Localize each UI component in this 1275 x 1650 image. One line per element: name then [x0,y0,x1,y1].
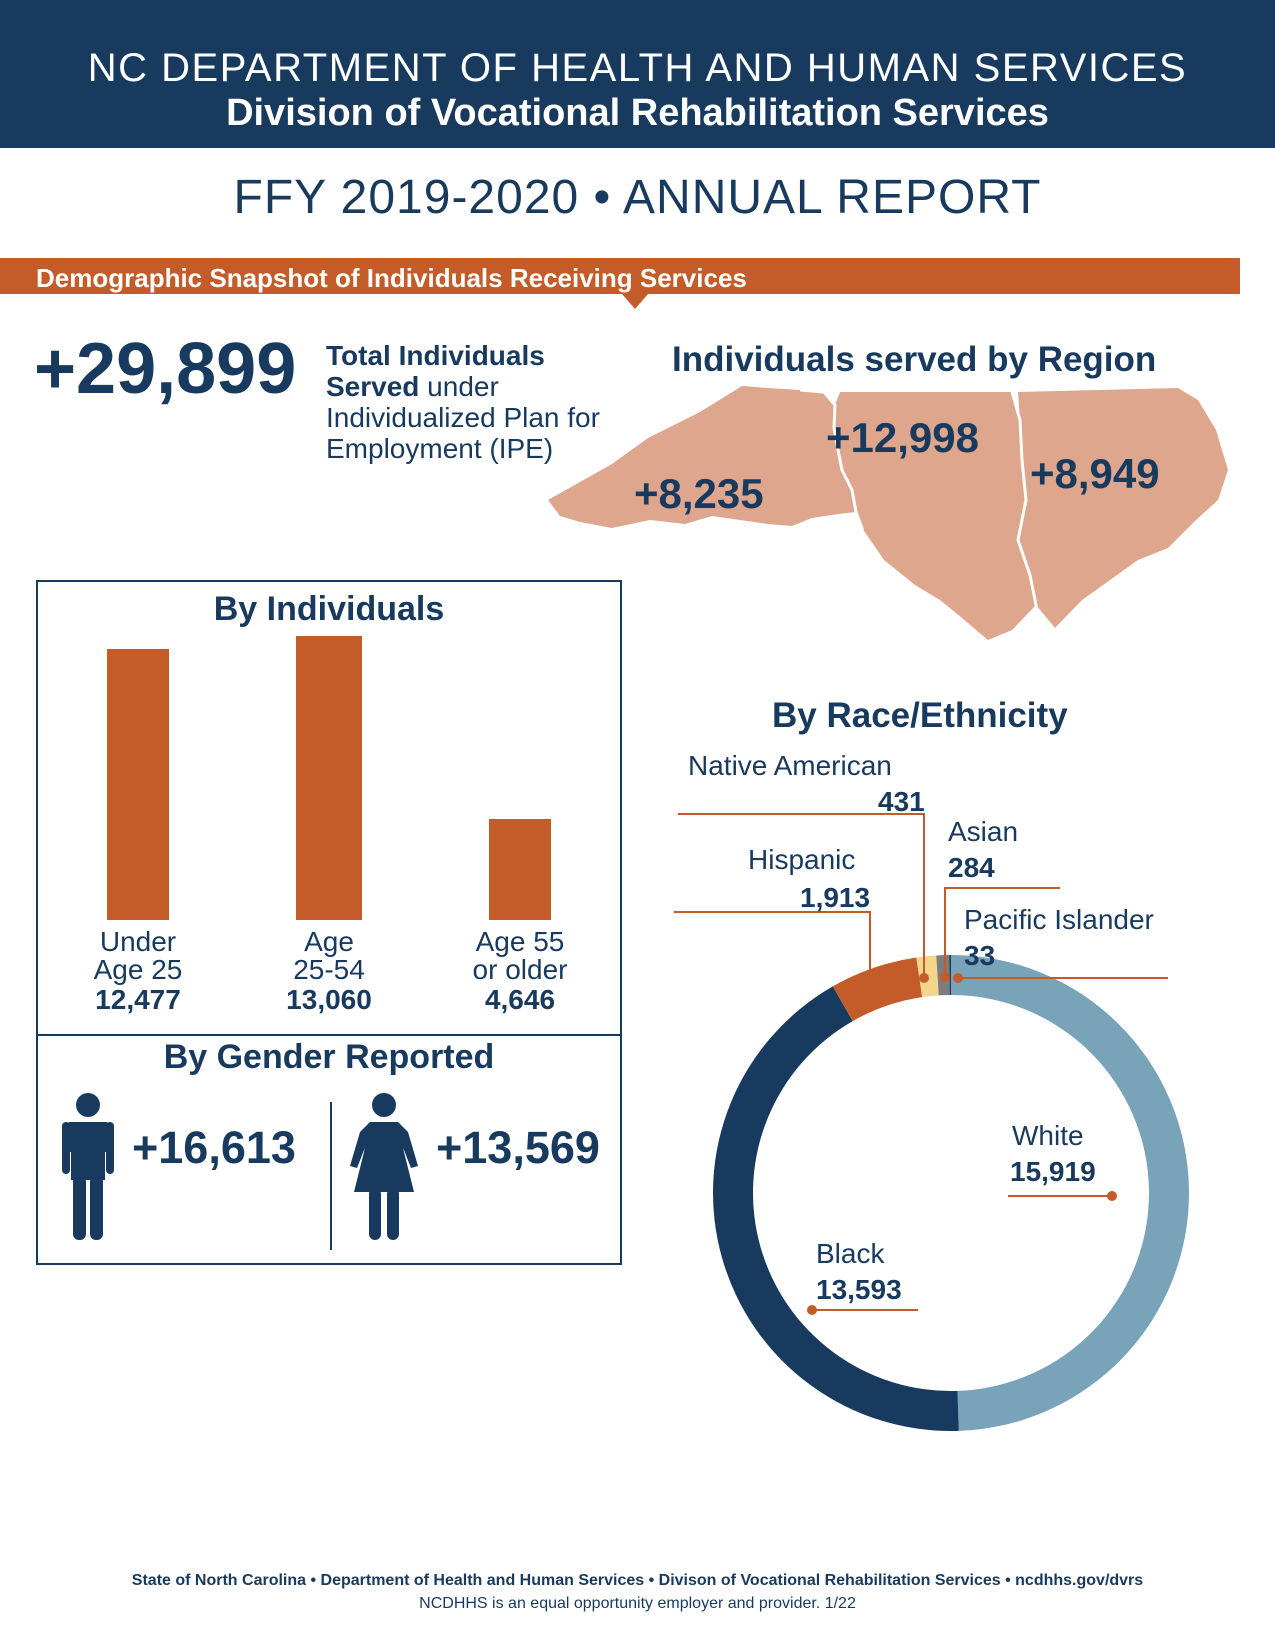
total-individuals-value: +29,899 [34,329,297,409]
race-label-white: White [1012,1120,1084,1151]
race-donut-chart [674,813,1189,1431]
donut-slice-hispanic [832,957,923,1022]
footer-line-1: State of North Carolina • Department of … [131,1572,1144,1589]
race-value-white: 15,919 [1010,1156,1096,1187]
individuals-gender-panel [36,580,622,1265]
total-desc-rest: under Individualized Plan for Employment… [326,371,600,464]
callout-asian [944,887,1060,977]
banner-pointer [622,294,648,309]
region-east-value: +8,949 [1030,450,1160,497]
male-person-icon [62,1093,114,1240]
age-bar-label-3-line-1: Age 55 [475,926,565,957]
footer-line-2: NCDHHS is an equal opportunity employer … [419,1595,856,1612]
region-central-value: +12,998 [826,414,979,461]
region-east-shape [1018,388,1228,628]
total-desc-bold: Total Individuals Served [326,340,545,402]
gender-title: By Gender Reported [163,1038,495,1076]
race-label-hispanic: Hispanic [748,844,856,875]
race-value-hispanic: 1,913 [800,882,871,913]
age-bar-value-1: 12,477 [95,984,181,1015]
age-bar-label-2-line-2: 25-54 [293,954,365,985]
race-label-black: Black [816,1238,885,1269]
race-value-pacific-islander: 33 [964,940,996,971]
callout-lines [674,813,1168,1315]
gender-separator [330,1102,332,1250]
age-bar-1 [107,648,169,920]
region-border-west-central [799,388,868,561]
age-bar-3 [489,818,551,920]
region-west-shape [548,386,856,528]
region-chart-title: Individuals served by Region [672,340,1157,379]
donut-slice-black [713,986,959,1431]
race-chart-title: By Race/Ethnicity [772,696,1068,735]
age-bar-value-3: 4,646 [484,984,556,1015]
female-person-icon [350,1093,418,1240]
age-chart-title: By Individuals [213,590,445,628]
donut-slice-white [951,955,1189,1431]
nc-region-map [548,386,1228,640]
race-value-asian: 284 [948,852,995,883]
header-bar: NC DEPARTMENT OF HEALTH AND HUMAN SERVIC… [0,0,1275,148]
region-west-value: +8,235 [634,470,764,517]
race-label-native-american: Native American [688,750,892,781]
region-border-central-east [1010,391,1038,640]
section-banner: Demographic Snapshot of Individuals Rece… [0,258,1240,294]
age-bar-label-1-line-1: Under [99,926,177,957]
callout-native-american [678,813,925,978]
race-label-pacific-islander: Pacific Islander [964,904,1154,935]
age-bar-label-2-line-1: Age [304,926,354,957]
race-value-native-american: 431 [878,786,925,817]
region-central-shape [834,392,1036,640]
male-count: +16,613 [132,1122,296,1173]
age-bar-2 [296,636,362,920]
department-name: NC DEPARTMENT OF HEALTH AND HUMAN SERVIC… [87,46,1188,90]
total-individuals-description: Total Individuals Served under Individua… [326,340,616,464]
callout-hispanic [674,911,871,985]
division-name: Division of Vocational Rehabilitation Se… [226,92,1049,134]
panel-divider [36,1034,622,1036]
age-bar-label-3-line-2: or older [472,954,568,985]
banner-text: Demographic Snapshot of Individuals Rece… [36,263,747,293]
age-bar-label-1-line-2: Age 25 [93,954,183,985]
report-title: FFY 2019-2020 • ANNUAL REPORT [233,171,1042,224]
race-label-asian: Asian [948,816,1019,847]
donut-slice-pacific-islander [949,955,951,996]
race-value-black: 13,593 [816,1274,902,1305]
female-count: +13,569 [436,1122,600,1173]
age-bar-value-2: 13,060 [286,984,372,1015]
